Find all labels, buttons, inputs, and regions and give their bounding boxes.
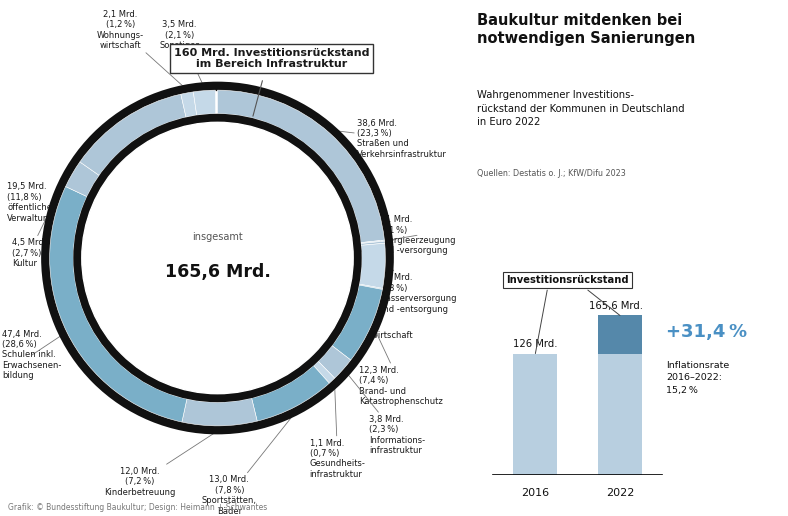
Wedge shape: [361, 241, 385, 245]
Text: 2016: 2016: [522, 488, 549, 498]
Text: 165,6 Mrd.: 165,6 Mrd.: [589, 301, 643, 311]
Wedge shape: [181, 92, 197, 117]
Wedge shape: [73, 114, 362, 402]
Text: Grafik: © Bundesstiftung Baukultur; Design: Heimann + Schwantes: Grafik: © Bundesstiftung Baukultur; Desi…: [8, 503, 267, 512]
Circle shape: [82, 122, 353, 394]
Wedge shape: [314, 361, 335, 383]
Text: 0,1 Mrd.
(0,1 %)
Energieerzeugung
und -versorgung: 0,1 Mrd. (0,1 %) Energieerzeugung und -v…: [378, 215, 455, 255]
Wedge shape: [318, 346, 351, 378]
Text: 2022: 2022: [606, 488, 634, 498]
Wedge shape: [80, 94, 186, 175]
Wedge shape: [361, 240, 385, 244]
Text: 12,3 Mrd.
(7,4 %)
Brand- und
Katastrophenschutz: 12,3 Mrd. (7,4 %) Brand- und Katastrophe…: [359, 328, 443, 406]
Text: 47,4 Mrd.
(28,6 %)
Schulen inkl.
Erwachsenen-
bildung: 47,4 Mrd. (28,6 %) Schulen inkl. Erwachs…: [2, 330, 64, 380]
Text: 19,5 Mrd.
(11,8 %)
öffentliche
Verwaltungsgebäude: 19,5 Mrd. (11,8 %) öffentliche Verwaltun…: [7, 116, 122, 222]
Wedge shape: [182, 398, 257, 426]
Text: 160 Mrd. Investitionsrückstand
im Bereich Infrastruktur: 160 Mrd. Investitionsrückstand im Bereic…: [174, 47, 370, 69]
Wedge shape: [65, 162, 99, 197]
Text: 1,1 Mrd.
(0,7 %)
Gesundheits-
infrastruktur: 1,1 Mrd. (0,7 %) Gesundheits- infrastruk…: [310, 383, 366, 479]
Bar: [513, 353, 557, 475]
Text: 2,1 Mrd.
(1,2 %)
Wohnungs-
wirtschaft: 2,1 Mrd. (1,2 %) Wohnungs- wirtschaft: [97, 10, 187, 89]
Wedge shape: [50, 187, 187, 422]
Text: 0,1 Mrd.
(0,1 %)
Abfallwirtschaft: 0,1 Mrd. (0,1 %) Abfallwirtschaft: [348, 289, 413, 340]
Wedge shape: [193, 90, 216, 115]
Wedge shape: [251, 365, 329, 421]
Text: Investitionsrückstand: Investitionsrückstand: [506, 275, 629, 285]
Text: 3,8 Mrd.
(2,3 %)
Informations-
infrastruktur: 3,8 Mrd. (2,3 %) Informations- infrastru…: [346, 372, 425, 455]
Text: 38,6 Mrd.
(23,3 %)
Straßen und
Verkehrsinfrastruktur: 38,6 Mrd. (23,3 %) Straßen und Verkehrsi…: [333, 119, 447, 159]
Wedge shape: [217, 90, 385, 243]
Text: Baukultur mitdenken bei
notwendigen Sanierungen: Baukultur mitdenken bei notwendigen Sani…: [477, 13, 695, 46]
Text: 12,0 Mrd.
(7,2 %)
Kinderbetreuung: 12,0 Mrd. (7,2 %) Kinderbetreuung: [104, 430, 220, 497]
Bar: [598, 353, 642, 475]
Text: 126 Mrd.: 126 Mrd.: [513, 338, 558, 349]
Text: 3,5 Mrd.
(2,1 %)
Sonstiges: 3,5 Mrd. (2,1 %) Sonstiges: [159, 20, 204, 87]
Text: Quellen: Destatis o. J.; KfW/Difu 2023: Quellen: Destatis o. J.; KfW/Difu 2023: [477, 169, 626, 178]
Text: 4,5 Mrd.
(2,7 %)
Kultur: 4,5 Mrd. (2,7 %) Kultur: [12, 172, 69, 268]
Text: insgesamt: insgesamt: [192, 232, 243, 241]
Text: 7,2 Mrd.
(4,3 %)
Wasserversorgung
und -entsorgung: 7,2 Mrd. (4,3 %) Wasserversorgung und -e…: [378, 266, 457, 314]
Bar: [598, 315, 642, 353]
Wedge shape: [359, 284, 382, 289]
Text: 165,6 Mrd.: 165,6 Mrd.: [165, 263, 270, 281]
Wedge shape: [359, 243, 385, 288]
Wedge shape: [41, 82, 394, 434]
Text: 13,0 Mrd.
(7,8 %)
Sportstätten,
Bäder: 13,0 Mrd. (7,8 %) Sportstätten, Bäder: [202, 410, 297, 515]
Text: +31,4 %: +31,4 %: [667, 324, 748, 342]
Text: Inflationsrate
2016–2022:
15,2 %: Inflationsrate 2016–2022: 15,2 %: [667, 361, 730, 395]
Wedge shape: [332, 285, 382, 360]
Text: Wahrgenommener Investitions-
rückstand der Kommunen in Deutschland
in Euro 2022: Wahrgenommener Investitions- rückstand d…: [477, 90, 684, 127]
Text: 0,4 Mrd.
(0,2 %)
ÖPNV: 0,4 Mrd. (0,2 %) ÖPNV: [345, 242, 388, 275]
